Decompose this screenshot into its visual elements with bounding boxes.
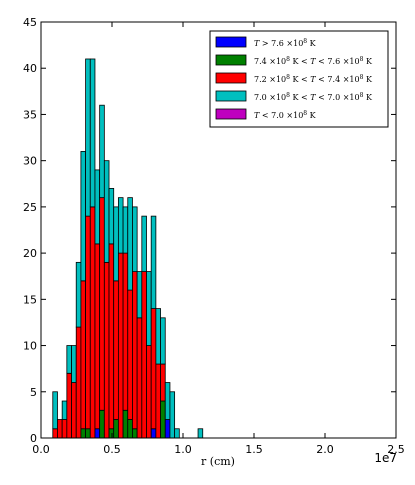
bar-series3-bin23: [155, 308, 161, 365]
bar-series0-bin25: [164, 419, 171, 439]
bar-series3-bin21: [146, 271, 152, 346]
bar-series3-bin3: [61, 400, 68, 420]
legend-entry-2: 7.2 ×108 K < T < 7.4 ×108 K: [254, 74, 373, 84]
x-axis: 0.0 0.5 1.0 1.5 2.0 2.5: [32, 22, 405, 456]
bar-series3-bin32: [197, 428, 204, 439]
x-axis-label: r (cm): [201, 455, 235, 468]
bar-series2-bin19: [136, 317, 143, 439]
bar-series2-bin4: [66, 372, 72, 439]
bar-series2-bin15: [117, 252, 124, 439]
legend-swatch-3: [215, 90, 247, 102]
legend-swatch-1: [215, 54, 247, 66]
x-tick-label: 0.5: [103, 443, 121, 456]
bar-series1-bin7: [80, 428, 86, 439]
x-tick-label: 1.0: [174, 443, 192, 456]
bar-series2-bin7: [80, 280, 86, 430]
bar-series1-bin24: [160, 400, 166, 439]
bar-series1-bin11: [99, 409, 105, 439]
bar-series3-bin16: [122, 206, 129, 254]
bar-series3-bin14: [113, 206, 119, 282]
bar-series1-bin14: [113, 419, 119, 439]
bar-series2-bin20: [141, 271, 147, 439]
bar-series2-bin21: [146, 345, 152, 439]
bar-series2-bin1: [52, 428, 58, 439]
bar-series3-bin12: [103, 160, 110, 263]
bar-series3-bin19: [136, 271, 143, 319]
bar-series3-bin26: [169, 391, 176, 439]
y-axis: 0 5 10 15 20 25 30 35 40 45: [23, 16, 396, 445]
bar-series1-bin13: [108, 428, 115, 439]
bar-series3-bin15: [117, 197, 124, 254]
bar-series2-bin11: [99, 197, 105, 411]
y-tick-label: 45: [23, 16, 37, 29]
bar-series0-bin22: [150, 428, 157, 439]
bar-series3-bin6: [75, 261, 82, 328]
legend: T > 7.6 ×108 K 7.4 ×108 K < T < 7.6 ×108 …: [209, 30, 389, 128]
legend-swatch-2: [215, 72, 247, 84]
y-tick-label: 20: [23, 247, 37, 260]
bar-series2-bin10: [94, 243, 101, 430]
bar-series3-bin10: [94, 169, 101, 245]
y-tick-label: 25: [23, 201, 37, 214]
legend-entry-3: 7.0 ×108 K < T < 7.0 ×108 K: [254, 92, 373, 102]
bar-series1-bin17: [127, 419, 133, 439]
bar-series2-bin9: [89, 206, 96, 439]
legend-entry-0: T > 7.6 ×108 K: [254, 38, 317, 48]
bar-series3-bin22: [150, 215, 157, 309]
bars-group: [52, 58, 204, 439]
bar-series2-bin13: [108, 243, 115, 430]
y-tick-label: 35: [23, 108, 37, 121]
y-tick-label: 5: [30, 386, 37, 399]
bar-series3-bin1: [52, 391, 58, 430]
bar-series3-bin8: [85, 58, 91, 217]
y-tick-label: 15: [23, 293, 37, 306]
plot-frame: [40, 21, 397, 439]
bar-series2-bin5: [71, 382, 77, 439]
bar-series2-bin24: [160, 363, 166, 402]
bar-series2-bin8: [85, 215, 91, 430]
legend-swatch-0: [215, 36, 247, 48]
bar-series3-bin11: [99, 104, 105, 199]
x-tick-label: 2.5: [387, 443, 405, 456]
bar-series2-bin12: [103, 261, 110, 439]
bar-series3-bin5: [71, 345, 77, 383]
legend-swatch-4: [215, 108, 247, 120]
bar-series2-bin2: [57, 419, 63, 439]
bar-series3-bin7: [80, 151, 86, 282]
y-tick-label: 30: [23, 155, 37, 168]
bar-series2-bin23: [155, 363, 161, 439]
y-tick-label: 40: [23, 62, 37, 75]
y-tick-label: 10: [23, 340, 37, 353]
bar-series2-bin22: [150, 308, 157, 430]
bar-series2-bin6: [75, 326, 82, 439]
x-axis-offset-label: 1e7: [374, 451, 397, 465]
legend-entry-1: 7.4 ×108 K < T < 7.6 ×108 K: [254, 56, 373, 66]
bar-series3-bin24: [160, 317, 166, 365]
y-tick-label: 0: [30, 432, 37, 445]
bar-series3-bin4: [66, 345, 72, 374]
bar-series3-bin9: [89, 58, 96, 208]
bar-series3-bin17: [127, 197, 133, 291]
bar-series1-bin18: [132, 428, 138, 439]
x-tick-label: 2.0: [316, 443, 334, 456]
bar-series2-bin17: [127, 289, 133, 420]
bar-series1-bin16: [122, 409, 129, 439]
bar-series2-bin16: [122, 252, 129, 411]
legend-entry-4: T < 7.0 ×108 K: [254, 110, 317, 120]
bar-series3-bin13: [108, 187, 115, 245]
bar-series2-bin3: [61, 419, 68, 439]
bar-series3-bin18: [132, 206, 138, 272]
bar-series0-bin10: [94, 428, 101, 439]
bar-series2-bin14: [113, 280, 119, 420]
x-tick-label: 0.0: [32, 443, 50, 456]
bar-series2-bin18: [132, 271, 138, 430]
bar-series1-bin8: [85, 428, 91, 439]
bar-series3-bin25: [164, 382, 171, 420]
bar-series3-bin27: [174, 428, 180, 439]
bar-series3-bin20: [141, 215, 147, 273]
x-tick-label: 1.5: [245, 443, 263, 456]
